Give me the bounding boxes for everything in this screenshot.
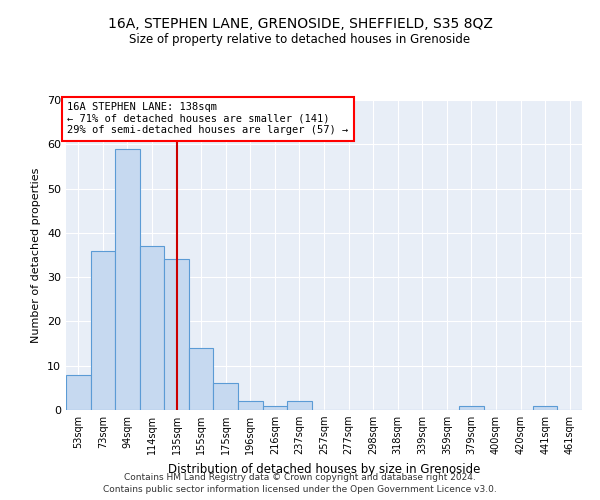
Bar [189, 348, 214, 410]
Bar [533, 406, 557, 410]
Bar [238, 401, 263, 410]
Bar [287, 401, 312, 410]
Text: 16A, STEPHEN LANE, GRENOSIDE, SHEFFIELD, S35 8QZ: 16A, STEPHEN LANE, GRENOSIDE, SHEFFIELD,… [107, 18, 493, 32]
Bar [164, 260, 189, 410]
Bar [263, 406, 287, 410]
Bar [214, 384, 238, 410]
Text: Size of property relative to detached houses in Grenoside: Size of property relative to detached ho… [130, 32, 470, 46]
Text: Contains HM Land Registry data © Crown copyright and database right 2024.: Contains HM Land Registry data © Crown c… [124, 472, 476, 482]
Bar [91, 250, 115, 410]
Y-axis label: Number of detached properties: Number of detached properties [31, 168, 41, 342]
Bar [140, 246, 164, 410]
Bar [66, 374, 91, 410]
Text: 16A STEPHEN LANE: 138sqm
← 71% of detached houses are smaller (141)
29% of semi-: 16A STEPHEN LANE: 138sqm ← 71% of detach… [67, 102, 349, 136]
Bar [115, 148, 140, 410]
Bar [459, 406, 484, 410]
Text: Contains public sector information licensed under the Open Government Licence v3: Contains public sector information licen… [103, 485, 497, 494]
X-axis label: Distribution of detached houses by size in Grenoside: Distribution of detached houses by size … [168, 462, 480, 475]
